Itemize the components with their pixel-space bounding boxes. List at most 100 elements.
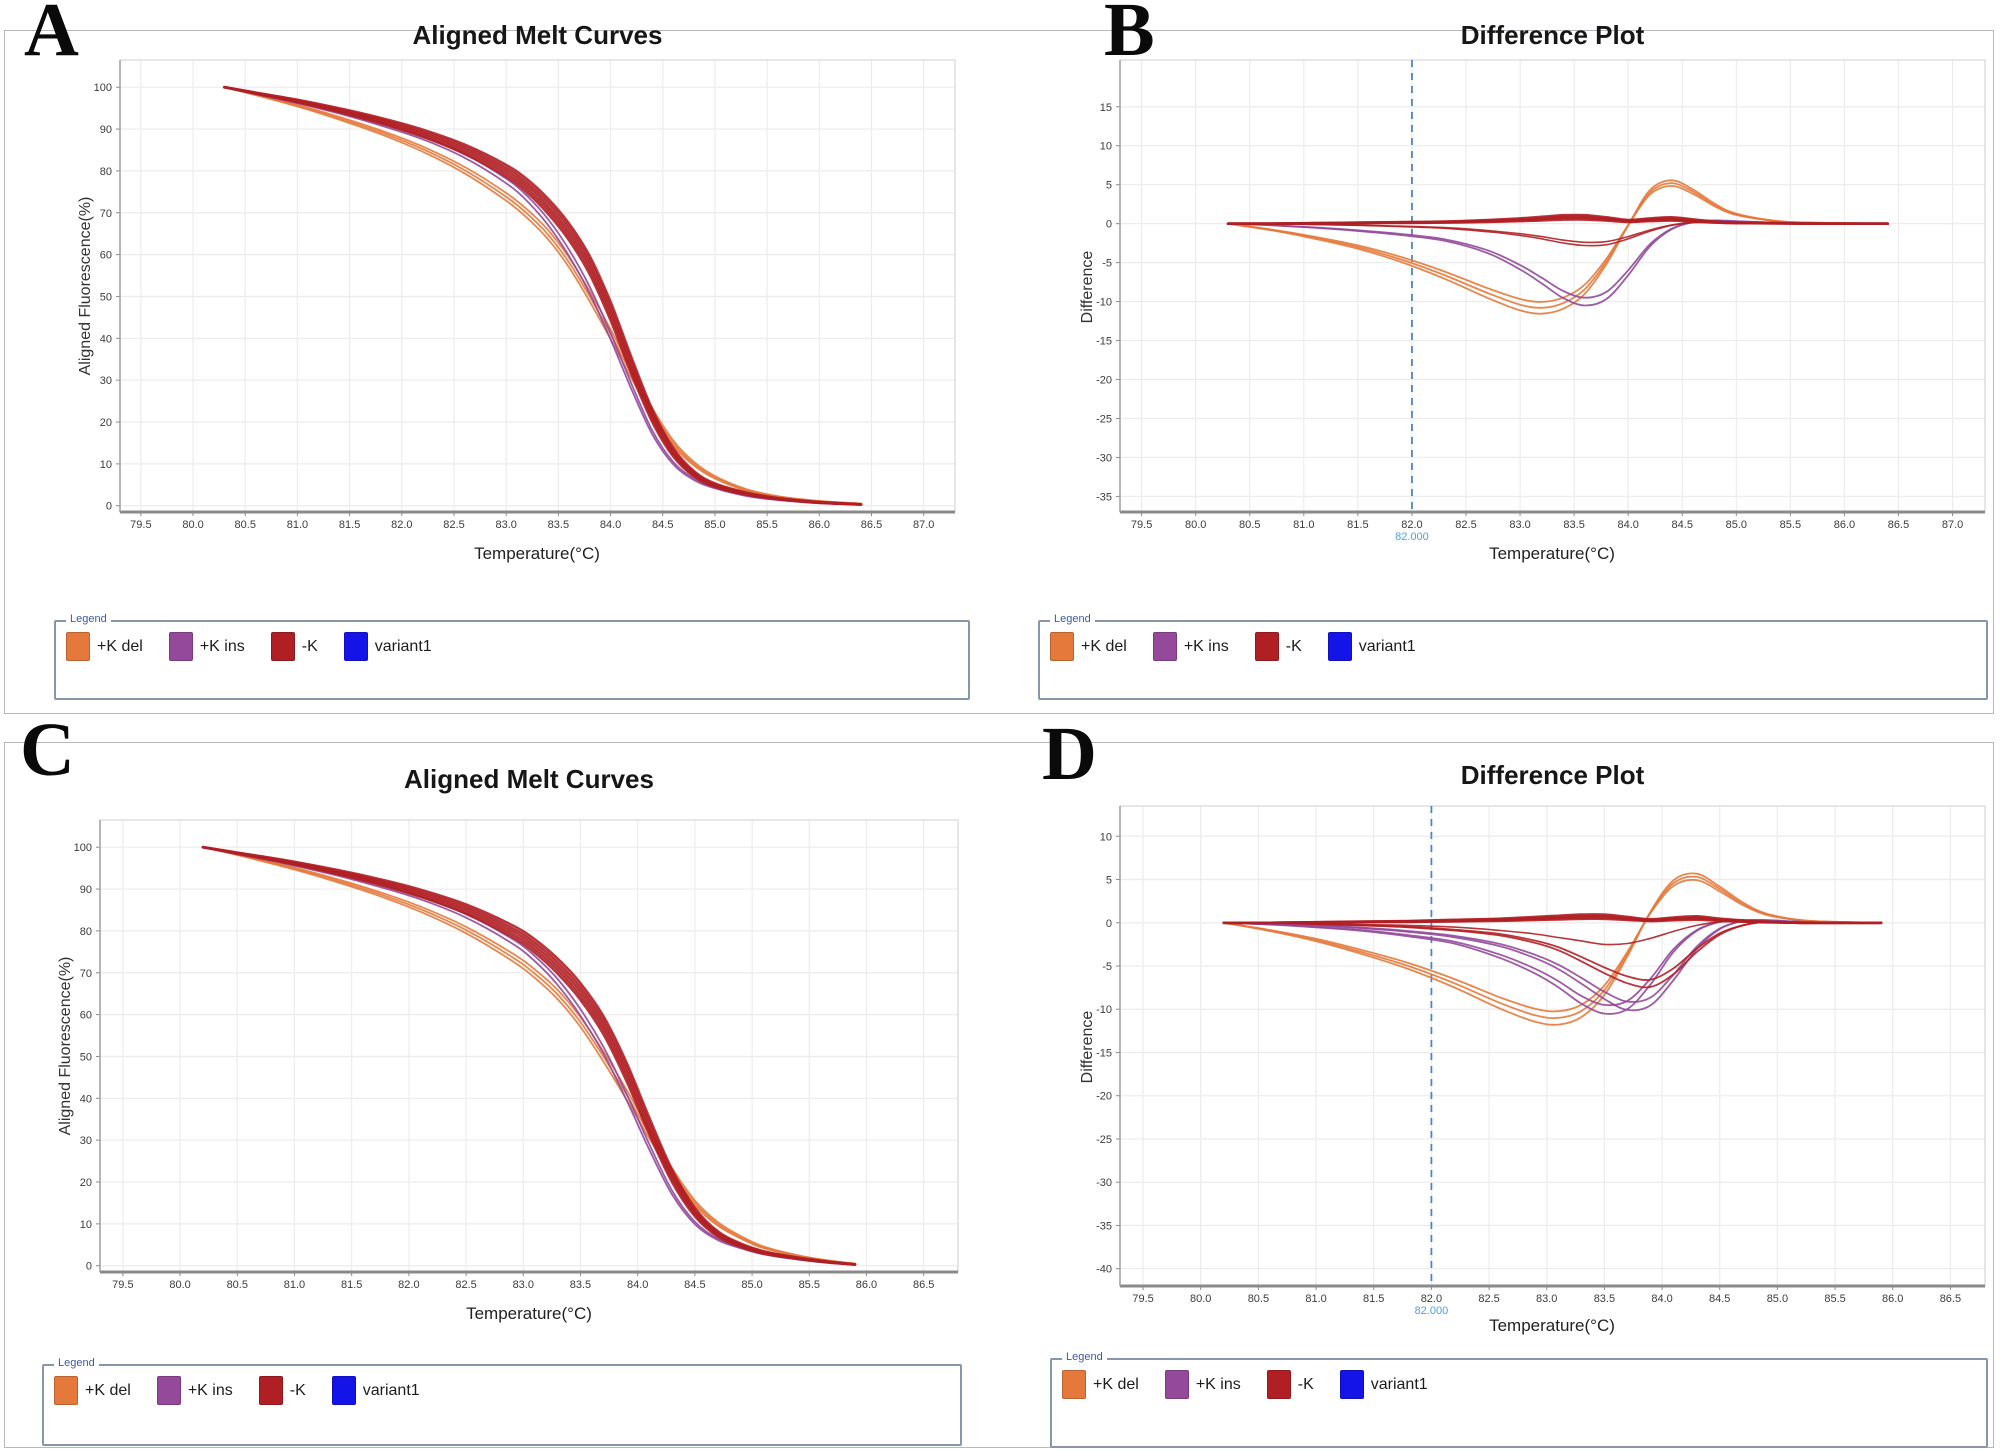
svg-text:86.0: 86.0	[1834, 519, 1855, 531]
svg-text:83.0: 83.0	[513, 1279, 534, 1291]
svg-text:20: 20	[100, 417, 112, 429]
svg-text:80.5: 80.5	[235, 519, 256, 531]
svg-text:86.5: 86.5	[861, 519, 882, 531]
svg-text:83.0: 83.0	[495, 519, 516, 531]
svg-text:79.5: 79.5	[112, 1279, 133, 1291]
k-ins-swatch	[1152, 632, 1177, 661]
legend-item-k-del: +K del	[66, 632, 143, 661]
svg-text:81.0: 81.0	[284, 1279, 305, 1291]
legend-item-k-del: +K del	[54, 1376, 131, 1405]
svg-text:84.0: 84.0	[1617, 519, 1638, 531]
legend-item-k-ins: +K ins	[1164, 1370, 1241, 1399]
svg-text:87.0: 87.0	[913, 519, 934, 531]
y-axis-label-d: Difference	[1079, 1010, 1096, 1084]
k-ins-swatch	[168, 632, 193, 661]
legend-item-k-del: +K del	[1050, 632, 1127, 661]
svg-text:85.5: 85.5	[799, 1279, 820, 1291]
svg-text:85.0: 85.0	[1767, 1293, 1788, 1305]
svg-text:100: 100	[94, 82, 112, 94]
svg-text:80.0: 80.0	[169, 1279, 190, 1291]
difference-plot-chart-d: 79.5 80.0 80.5 81.0 81.5 82.0 82.5 83.0 83.5 84.0…	[1096, 805, 1986, 1317]
legend-item-variant1: variant1	[343, 632, 432, 661]
legend-item-variant1: variant1	[331, 1376, 420, 1405]
svg-text:81.5: 81.5	[341, 1279, 362, 1291]
k-del-swatch	[1062, 1370, 1086, 1399]
svg-text:0: 0	[1106, 219, 1112, 231]
panel-label-d: D	[1042, 712, 1097, 796]
panel-label-b: B	[1104, 0, 1155, 72]
svg-text:87.0: 87.0	[1942, 519, 1963, 531]
svg-text:-30: -30	[1096, 452, 1112, 464]
svg-text:84.5: 84.5	[1709, 1293, 1730, 1305]
svg-text:10: 10	[1100, 141, 1112, 153]
svg-text:84.5: 84.5	[1672, 519, 1693, 531]
svg-text:40: 40	[100, 333, 112, 345]
chart-title-c: Aligned Melt Curves	[404, 764, 654, 794]
k-ins-swatch	[156, 1376, 181, 1405]
legend-item-minus-k: -K	[1266, 1370, 1314, 1399]
legend-box-a: Legend +K del +K ins -K variant1	[54, 613, 970, 700]
minus-k-swatch	[270, 632, 295, 661]
svg-text:79.5: 79.5	[1131, 519, 1152, 531]
k-del-swatch	[54, 1376, 78, 1405]
svg-text:-20: -20	[1096, 375, 1112, 387]
variant1-swatch	[1339, 1370, 1364, 1399]
svg-text:-25: -25	[1096, 1134, 1112, 1146]
legend-title-d: Legend	[1062, 1351, 1107, 1363]
svg-text:82.0: 82.0	[1401, 519, 1422, 531]
svg-text:85.5: 85.5	[1780, 519, 1801, 531]
svg-text:83.0: 83.0	[1509, 519, 1530, 531]
svg-text:81.5: 81.5	[339, 519, 360, 531]
svg-text:0: 0	[1106, 918, 1112, 930]
svg-text:84.5: 84.5	[684, 1279, 705, 1291]
svg-text:60: 60	[80, 1010, 92, 1022]
svg-text:81.5: 81.5	[1363, 1293, 1384, 1305]
legend-item-variant1: variant1	[1339, 1370, 1428, 1399]
legend-item-k-ins: +K ins	[156, 1376, 233, 1405]
svg-text:-5: -5	[1102, 961, 1112, 973]
y-axis-label-a: Aligned Fluorescence(%)	[77, 196, 94, 376]
svg-text:0: 0	[106, 501, 112, 513]
svg-text:86.5: 86.5	[913, 1279, 934, 1291]
svg-text:-40: -40	[1096, 1264, 1112, 1276]
minus-k-swatch	[1254, 632, 1279, 661]
svg-text:83.5: 83.5	[570, 1279, 591, 1291]
legend-box-b: Legend +K del +K ins -K variant1	[1038, 613, 1988, 700]
svg-text:90: 90	[80, 884, 92, 896]
legend-item-minus-k: -K	[1254, 632, 1302, 661]
svg-text:30: 30	[80, 1135, 92, 1147]
difference-plot-chart-b: 79.5 80.0 80.5 81.0 81.5 82.0 82.5 83.0 83.5 84.0…	[1096, 59, 1986, 543]
svg-text:85.0: 85.0	[741, 1279, 762, 1291]
svg-text:70: 70	[100, 208, 112, 220]
svg-text:10: 10	[80, 1219, 92, 1231]
svg-text:81.5: 81.5	[1347, 519, 1368, 531]
svg-text:20: 20	[80, 1177, 92, 1189]
svg-text:100: 100	[74, 842, 92, 854]
svg-text:82.000: 82.000	[1395, 531, 1429, 543]
svg-text:79.5: 79.5	[130, 519, 151, 531]
k-del-swatch	[66, 632, 90, 661]
svg-text:82.5: 82.5	[443, 519, 464, 531]
svg-text:85.0: 85.0	[1726, 519, 1747, 531]
svg-text:-5: -5	[1102, 258, 1112, 270]
svg-text:83.5: 83.5	[1563, 519, 1584, 531]
svg-text:70: 70	[80, 968, 92, 980]
svg-text:83.0: 83.0	[1536, 1293, 1557, 1305]
svg-text:50: 50	[80, 1051, 92, 1063]
svg-text:86.0: 86.0	[856, 1279, 877, 1291]
svg-text:90: 90	[100, 124, 112, 136]
legend-item-variant1: variant1	[1327, 632, 1416, 661]
svg-text:0: 0	[86, 1261, 92, 1273]
y-axis-label-c: Aligned Fluorescence(%)	[57, 956, 74, 1136]
svg-text:82.5: 82.5	[1478, 1293, 1499, 1305]
svg-text:80.0: 80.0	[1185, 519, 1206, 531]
svg-text:81.0: 81.0	[287, 519, 308, 531]
minus-k-swatch	[1266, 1370, 1291, 1399]
x-axis-label-d: Temperature(°C)	[1489, 1316, 1615, 1335]
top-section-card	[4, 30, 1994, 714]
svg-text:40: 40	[80, 1093, 92, 1105]
chart-title-a: Aligned Melt Curves	[412, 20, 663, 50]
svg-text:50: 50	[100, 291, 112, 303]
svg-text:85.5: 85.5	[1824, 1293, 1845, 1305]
